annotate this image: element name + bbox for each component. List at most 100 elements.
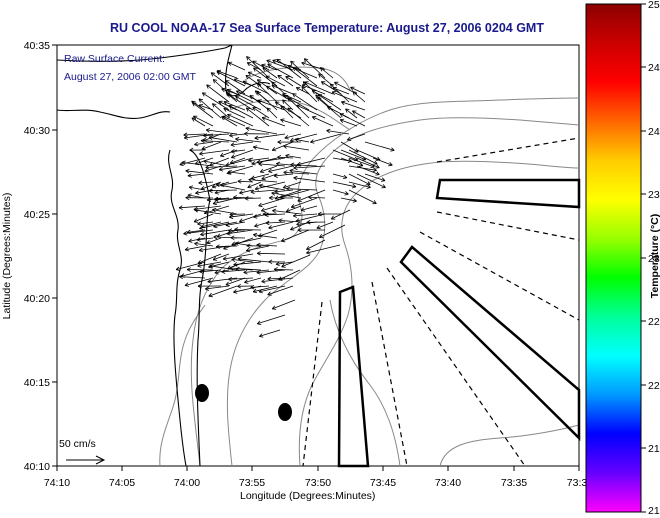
current-vector-head (370, 166, 375, 169)
current-vector-head (332, 91, 337, 93)
current-vector-head (292, 213, 297, 217)
current-vector-head (278, 276, 282, 281)
current-vector (229, 267, 262, 271)
y-axis-ticks (52, 44, 57, 467)
x-tick-label: 73:55 (239, 477, 265, 489)
current-vector-head (197, 221, 202, 225)
current-vector (289, 170, 318, 175)
current-vector (277, 74, 294, 87)
current-vector-head (261, 207, 265, 212)
current-vector-head (350, 87, 354, 91)
current-vector-head (293, 175, 298, 179)
current-vector-head (276, 58, 281, 61)
current-vector (257, 314, 286, 325)
current-vector-head (316, 97, 320, 102)
current-vector-head (275, 198, 280, 200)
current-vector-head (283, 184, 287, 189)
current-vector-head (292, 67, 298, 69)
current-vector-head (377, 156, 381, 161)
current-vector-head (287, 65, 291, 69)
current-vector (348, 173, 371, 186)
current-vector-head (345, 108, 350, 110)
current-vector (330, 83, 350, 103)
current-vector-head (199, 269, 204, 273)
current-vector-head (221, 87, 226, 90)
current-vector (226, 229, 254, 235)
current-vector-head (340, 118, 345, 121)
current-vector-head (259, 333, 263, 337)
current-vector (332, 189, 349, 195)
current-vector (261, 173, 278, 180)
current-vector-head (283, 172, 288, 175)
current-vector (197, 221, 214, 225)
current-vector-head (301, 61, 306, 63)
current-vector-head (345, 191, 349, 195)
current-vector (208, 285, 238, 297)
current-vector-head (348, 158, 352, 162)
current-vector-head (372, 169, 377, 173)
current-vector-head (234, 229, 239, 232)
current-vector-head (320, 81, 324, 86)
current-vector-head (221, 269, 226, 273)
current-vector-head (271, 191, 276, 194)
current-vector (212, 209, 238, 215)
current-vector (233, 196, 254, 199)
current-vector-head (218, 101, 222, 105)
current-vector-head (279, 197, 284, 200)
current-vector-head (226, 173, 231, 175)
current-vector (209, 157, 230, 166)
current-vector (254, 133, 286, 139)
current-vector (229, 133, 246, 136)
current-vector-head (331, 91, 335, 96)
current-vector-head (253, 145, 258, 148)
current-vector-head (213, 259, 218, 261)
current-vector (279, 189, 310, 199)
current-vector-head (266, 107, 272, 110)
current-vector (228, 62, 246, 71)
current-vector (206, 129, 238, 135)
colorbar (585, 3, 642, 513)
current-vector (278, 269, 301, 281)
current-vector-head (327, 106, 330, 111)
current-vector-head (367, 184, 371, 188)
current-vector-head (306, 250, 310, 254)
current-vector-head (200, 231, 204, 236)
current-vector-head (254, 188, 260, 191)
current-vector-head (259, 168, 264, 173)
current-vector (231, 259, 254, 263)
current-vector-head (237, 258, 242, 262)
current-vector-head (230, 237, 235, 241)
current-vector-head (208, 190, 213, 193)
current-vector-head (233, 262, 238, 266)
current-vector-head (374, 160, 378, 165)
colorbar-tick-label: 22.5 (648, 316, 660, 328)
current-vector-head (218, 166, 223, 171)
current-vector (253, 285, 278, 293)
current-vector-head (280, 118, 285, 120)
current-vector (221, 269, 246, 273)
current-vector (274, 173, 294, 177)
current-vector-head (208, 136, 213, 141)
current-vector-head (254, 226, 259, 228)
current-vector-head (271, 147, 276, 151)
current-vector-head (292, 67, 295, 72)
current-vector-head (196, 237, 201, 241)
current-vector-head (301, 84, 305, 89)
current-vector (187, 173, 206, 177)
current-vector-head (178, 205, 183, 209)
current-vector (201, 221, 222, 228)
current-vector (290, 60, 310, 79)
current-vector-head (245, 127, 250, 132)
current-vector-head (230, 144, 235, 147)
current-vector (304, 81, 334, 95)
current-vector-head (283, 145, 287, 149)
current-vector-head (256, 159, 261, 163)
current-vector (317, 94, 342, 111)
current-vector-head (268, 227, 273, 230)
current-vector (280, 105, 294, 119)
current-vector-head (228, 276, 233, 280)
station-marker (195, 384, 209, 402)
current-vector (266, 107, 278, 119)
current-vector (231, 149, 254, 158)
current-vector-head (197, 283, 202, 287)
